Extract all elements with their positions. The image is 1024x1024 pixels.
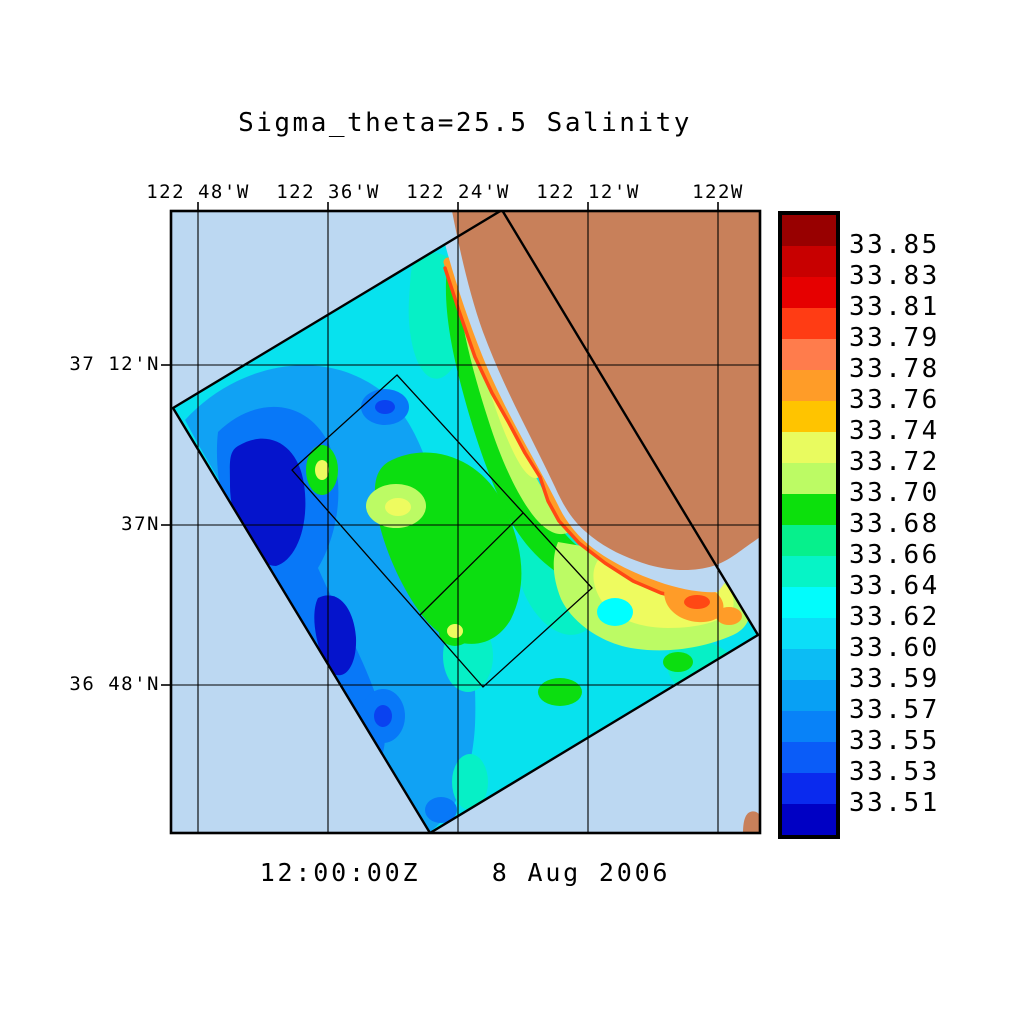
field-orange-core	[684, 595, 710, 609]
colorbar-tick-label: 33.72	[849, 447, 940, 477]
land-mass	[452, 211, 760, 571]
colorbar-tick-label: 33.78	[849, 354, 940, 384]
colorbar-tick-label: 33.64	[849, 571, 940, 601]
colorbar-cell	[782, 463, 836, 494]
survey-swath-outline	[171, 211, 760, 833]
field-yellow-spot	[447, 624, 463, 638]
colorbar-tick-label: 33.70	[849, 478, 940, 508]
y-tick-label: 37N	[121, 513, 160, 535]
inner-survey-box	[291, 374, 593, 688]
timestamp-label: 12:00:00Z 8 Aug 2006	[259, 858, 671, 887]
field-yellow-spot	[385, 498, 411, 516]
colorbar-cell	[782, 556, 836, 587]
colorbar-tick-label: 33.60	[849, 633, 940, 663]
colorbar-tick-label: 33.59	[849, 664, 940, 694]
inner-survey-box-divider	[419, 512, 524, 616]
colorbar-cell	[782, 215, 836, 246]
colorbar-tick-label: 33.53	[849, 757, 940, 787]
map-frame	[169, 209, 762, 835]
colorbar-cell	[782, 804, 836, 835]
colorbar-cell	[782, 525, 836, 556]
colorbar-cell	[782, 339, 836, 370]
colorbar-tick-label: 33.81	[849, 292, 940, 322]
axis-tick-marks	[161, 202, 719, 686]
field-deeporange-ribbon	[443, 266, 692, 602]
colorbar-cell	[782, 587, 836, 618]
field-orange-upwelling-ribbon	[443, 257, 717, 601]
field-navy-streak	[314, 595, 357, 676]
colorbar-tick-label: 33.83	[849, 261, 940, 291]
colorbar-tick-label: 33.51	[849, 788, 940, 818]
field-aqua-patch	[452, 754, 488, 810]
colorbar-tick-label: 33.57	[849, 695, 940, 725]
colorbar-tick-label: 33.66	[849, 540, 940, 570]
field-orange-blob	[716, 607, 742, 625]
colorbar-cell	[782, 773, 836, 804]
colorbar-cell	[782, 494, 836, 525]
field-yellow-spot	[315, 460, 329, 480]
colorbar-cell	[782, 246, 836, 277]
colorbar	[778, 211, 840, 839]
field-cyan-eddy	[597, 598, 633, 626]
x-tick-label: 122 48'W	[146, 181, 250, 203]
colorbar-tick-label: 33.68	[849, 509, 940, 539]
colorbar-cell	[782, 370, 836, 401]
y-tick-label: 37 12'N	[69, 353, 160, 375]
colorbar-cell	[782, 432, 836, 463]
colorbar-tick-label: 33.79	[849, 323, 940, 353]
x-tick-label: 122 24'W	[406, 181, 510, 203]
x-tick-label: 122 36'W	[276, 181, 380, 203]
y-tick-label: 36 48'N	[69, 673, 160, 695]
field-blue-spot	[425, 797, 457, 823]
colorbar-cell	[782, 649, 836, 680]
field-green-spot	[663, 652, 693, 672]
colorbar-tick-label: 33.76	[849, 385, 940, 415]
field-blue-patch-core	[374, 705, 392, 727]
colorbar-cell	[782, 711, 836, 742]
colorbar-tick-label: 33.55	[849, 726, 940, 756]
colorbar-tick-label: 33.74	[849, 416, 940, 446]
colorbar-cell	[782, 308, 836, 339]
land-peninsula	[743, 811, 760, 833]
colorbar-cell	[782, 618, 836, 649]
field-blue-eddy-core	[375, 400, 395, 414]
colorbar-cell	[782, 401, 836, 432]
colorbar-tick-label: 33.85	[849, 230, 940, 260]
colorbar-cell	[782, 742, 836, 773]
plot-title: Sigma_theta=25.5 Salinity	[238, 108, 692, 138]
x-tick-label: 122 12'W	[536, 181, 640, 203]
x-tick-label: 122W	[692, 181, 744, 203]
colorbar-cell	[782, 277, 836, 308]
colorbar-cell	[782, 680, 836, 711]
colorbar-tick-label: 33.62	[849, 602, 940, 632]
field-green-spot	[538, 678, 582, 706]
